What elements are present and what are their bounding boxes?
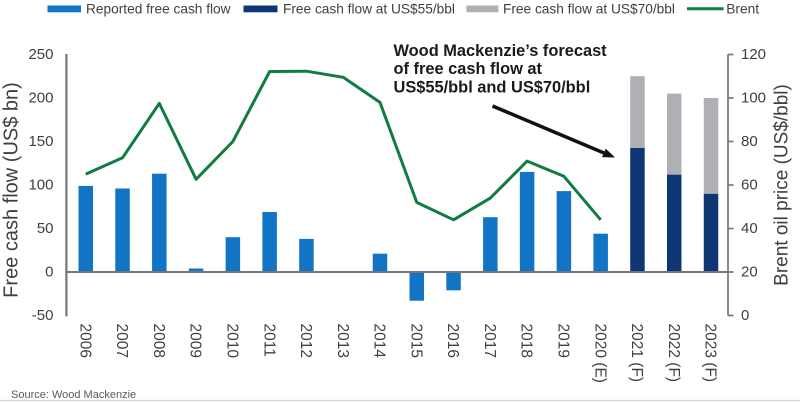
svg-text:20: 20: [741, 264, 758, 281]
svg-text:2018: 2018: [518, 324, 535, 358]
svg-text:2023 (F): 2023 (F): [702, 324, 719, 383]
svg-text:Free cash flow (US$ bn): Free cash flow (US$ bn): [1, 82, 23, 298]
svg-text:of free cash flow at: of free cash flow at: [394, 60, 543, 78]
svg-text:250: 250: [28, 46, 53, 63]
svg-text:2019: 2019: [554, 324, 571, 358]
svg-text:120: 120: [741, 46, 766, 63]
svg-text:2020 (E): 2020 (E): [591, 324, 608, 383]
svg-text:2013: 2013: [334, 324, 351, 358]
svg-text:50: 50: [37, 220, 54, 237]
svg-text:Brent oil price (US$/bbl): Brent oil price (US$/bbl): [772, 84, 793, 286]
svg-text:US$55/bbl and US$70/bbl: US$55/bbl and US$70/bbl: [394, 78, 591, 96]
svg-text:80: 80: [741, 133, 758, 150]
svg-text:150: 150: [28, 133, 53, 150]
svg-text:100: 100: [28, 177, 53, 194]
svg-text:2011: 2011: [260, 324, 277, 357]
svg-text:2010: 2010: [223, 324, 240, 359]
svg-text:2014: 2014: [371, 324, 388, 359]
svg-text:Free cash flow at US$55/bbl: Free cash flow at US$55/bbl: [283, 2, 455, 17]
svg-text:60: 60: [741, 177, 758, 194]
svg-text:2006: 2006: [76, 324, 93, 358]
svg-text:2022 (F): 2022 (F): [665, 324, 682, 383]
svg-text:2017: 2017: [481, 324, 498, 358]
svg-text:2012: 2012: [297, 324, 314, 358]
svg-text:0: 0: [45, 264, 53, 281]
svg-text:2021 (F): 2021 (F): [628, 324, 645, 383]
svg-text:-50: -50: [32, 307, 54, 324]
svg-text:200: 200: [28, 90, 53, 107]
svg-text:Wood Mackenzie’s forecast: Wood Mackenzie’s forecast: [394, 42, 608, 60]
svg-text:Brent: Brent: [726, 2, 759, 17]
svg-text:2015: 2015: [407, 324, 424, 358]
svg-text:2007: 2007: [113, 324, 130, 358]
svg-text:0: 0: [741, 307, 749, 324]
svg-text:40: 40: [741, 220, 758, 237]
svg-text:Source: Wood Mackenzie: Source: Wood Mackenzie: [11, 389, 136, 401]
svg-text:Reported free cash flow: Reported free cash flow: [86, 2, 231, 17]
svg-text:2009: 2009: [187, 324, 204, 358]
svg-text:100: 100: [741, 90, 766, 107]
svg-text:2008: 2008: [150, 324, 167, 358]
svg-text:Free cash flow at US$70/bbl: Free cash flow at US$70/bbl: [503, 2, 675, 17]
svg-text:2016: 2016: [444, 324, 461, 358]
